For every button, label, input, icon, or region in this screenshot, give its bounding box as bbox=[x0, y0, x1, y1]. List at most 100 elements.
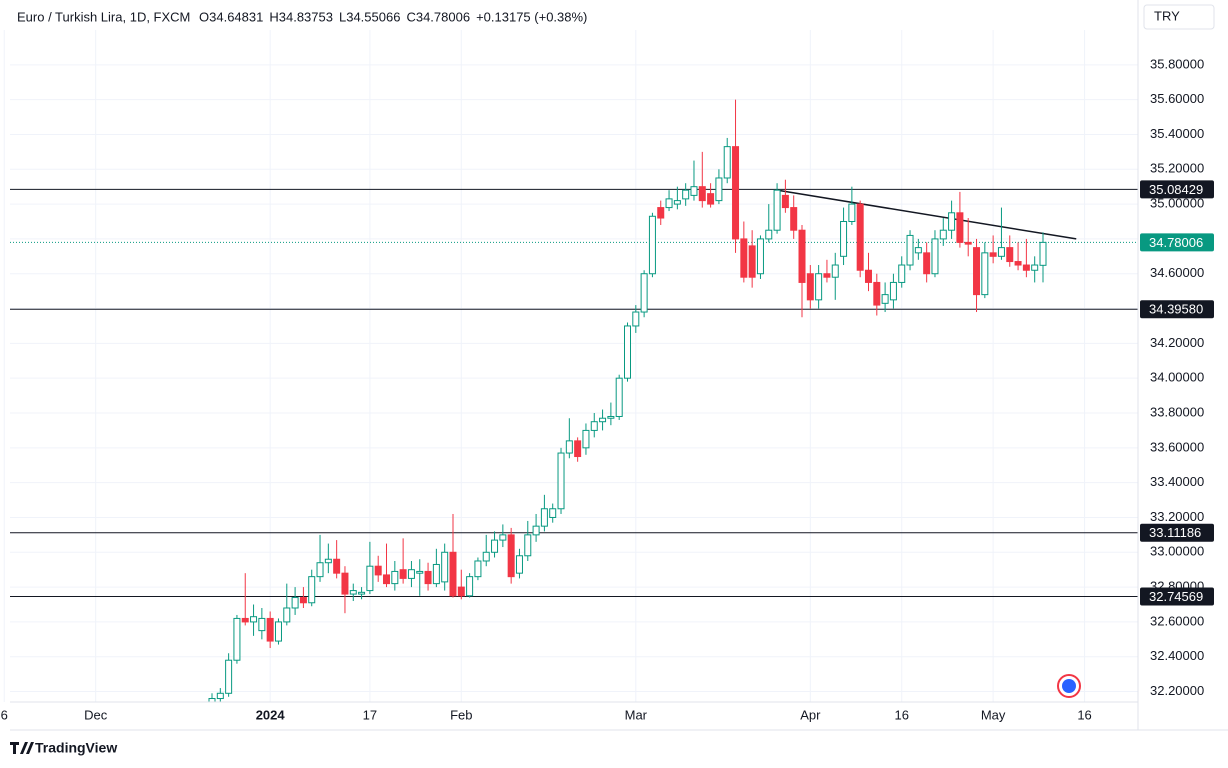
candle-body bbox=[466, 576, 474, 597]
y-tick-label: 34.00000 bbox=[1150, 370, 1204, 385]
candle-body bbox=[399, 569, 407, 579]
candle-body bbox=[233, 617, 241, 661]
badge[interactable] bbox=[1057, 674, 1081, 698]
candle-body bbox=[673, 200, 681, 205]
logo-mark bbox=[10, 742, 34, 754]
candle-body bbox=[449, 551, 457, 597]
candle-body bbox=[948, 212, 956, 231]
candle-body bbox=[923, 252, 931, 275]
x-tick-label: 16 bbox=[1077, 707, 1091, 722]
candle-body bbox=[790, 207, 798, 231]
level-tag bbox=[1140, 180, 1214, 199]
candle-body bbox=[997, 247, 1005, 257]
candle-body bbox=[956, 212, 964, 243]
candle-body bbox=[333, 558, 341, 574]
y-tick-label: 34.20000 bbox=[1150, 335, 1204, 350]
candle-body bbox=[765, 229, 773, 240]
candle-body bbox=[258, 617, 266, 632]
x-tick-label: 17 bbox=[363, 707, 377, 722]
level-label: 33.11186 bbox=[1149, 525, 1201, 540]
candle-body bbox=[308, 576, 316, 604]
candle-body bbox=[532, 525, 540, 536]
y-tick-label: 33.60000 bbox=[1150, 439, 1204, 454]
level-tag bbox=[1140, 523, 1214, 542]
x-tick-label: 6 bbox=[1, 707, 8, 722]
candle-body bbox=[715, 177, 723, 202]
level-label: 32.74569 bbox=[1149, 589, 1203, 604]
candle-body bbox=[1014, 261, 1022, 266]
candle-body bbox=[981, 252, 989, 296]
candle-body bbox=[740, 238, 748, 278]
x-tick-label: Mar bbox=[625, 707, 648, 722]
candle-body bbox=[341, 572, 349, 595]
candle-body bbox=[391, 570, 399, 585]
candle-body bbox=[599, 417, 607, 423]
candle-body bbox=[590, 421, 598, 431]
ohlc-part: H bbox=[269, 9, 278, 24]
candle-body bbox=[540, 508, 548, 527]
candle-body bbox=[499, 534, 507, 541]
candle-body bbox=[690, 186, 698, 196]
candle-body bbox=[756, 238, 764, 275]
candle-body bbox=[773, 189, 781, 231]
candle-body bbox=[931, 238, 939, 275]
candle-body bbox=[607, 415, 615, 419]
candle-body bbox=[557, 452, 565, 510]
candle-body bbox=[840, 221, 848, 257]
candle-body bbox=[906, 234, 914, 266]
candle-body bbox=[707, 193, 715, 205]
candle-body bbox=[682, 189, 690, 200]
candle-body bbox=[848, 203, 856, 223]
candle-body bbox=[1006, 247, 1014, 263]
grid bbox=[3, 30, 1138, 702]
axis-labels: 32.2000032.4000032.6000032.8000033.00000… bbox=[1, 56, 1214, 722]
candle-body bbox=[299, 597, 307, 604]
candle-body bbox=[524, 534, 532, 557]
candle-body bbox=[582, 429, 590, 449]
candle-body bbox=[482, 551, 490, 562]
candle-body bbox=[723, 146, 731, 179]
badge-core[interactable] bbox=[1062, 679, 1076, 693]
price-label: 34.78006 bbox=[1149, 235, 1203, 250]
candle-body bbox=[657, 207, 665, 219]
candle-body bbox=[939, 229, 947, 240]
ohlc-part: 34.55066 bbox=[346, 9, 400, 24]
candle-body bbox=[732, 146, 740, 240]
candle-body bbox=[989, 252, 997, 257]
candle-body bbox=[316, 562, 324, 578]
x-tick-label: 2024 bbox=[256, 707, 286, 722]
candle-body bbox=[208, 698, 216, 702]
y-tick-label: 35.20000 bbox=[1150, 161, 1204, 176]
ohlc-part: 34.64831 bbox=[209, 9, 263, 24]
candle-body bbox=[441, 551, 449, 583]
level-label: 35.08429 bbox=[1149, 182, 1203, 197]
y-tick-label: 35.00000 bbox=[1150, 196, 1204, 211]
y-tick-label: 32.60000 bbox=[1150, 613, 1204, 628]
candle-body bbox=[574, 440, 582, 458]
ohlc-part: 34.78006 bbox=[416, 9, 470, 24]
x-tick-label: Dec bbox=[84, 707, 108, 722]
y-tick-label: 33.40000 bbox=[1150, 474, 1204, 489]
candle-body bbox=[432, 563, 440, 585]
candle-body bbox=[507, 534, 515, 578]
ohlc-part: C bbox=[406, 9, 415, 24]
candle-body bbox=[374, 565, 382, 576]
candle-body bbox=[889, 281, 897, 301]
candle-body bbox=[881, 294, 889, 304]
candle-body bbox=[225, 659, 233, 694]
currency-box[interactable] bbox=[1143, 4, 1215, 30]
levels bbox=[10, 188, 1138, 598]
candle-body bbox=[798, 229, 806, 283]
candle-body bbox=[250, 616, 258, 623]
candle-body bbox=[831, 264, 839, 278]
trendline bbox=[776, 189, 1077, 240]
currency[interactable]: TRY bbox=[1154, 8, 1180, 23]
y-tick-label: 35.40000 bbox=[1150, 126, 1204, 141]
candle-body bbox=[648, 215, 656, 275]
logo: TradingView bbox=[10, 740, 117, 756]
candle-body bbox=[873, 281, 881, 306]
candle-body bbox=[291, 597, 299, 609]
candle-body bbox=[624, 325, 631, 379]
